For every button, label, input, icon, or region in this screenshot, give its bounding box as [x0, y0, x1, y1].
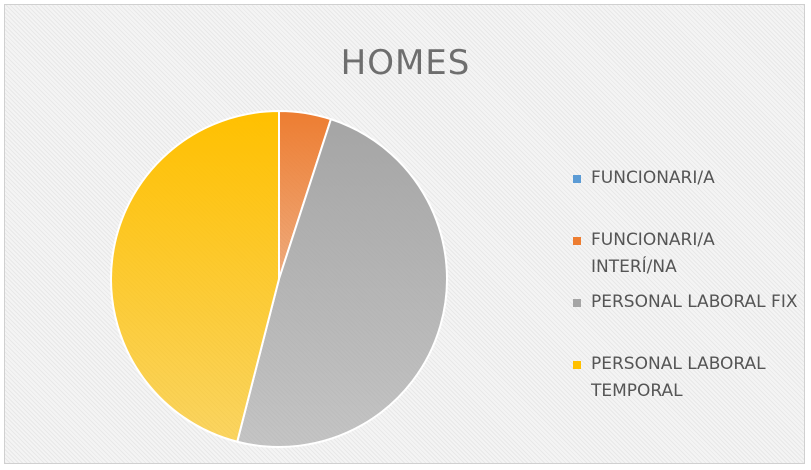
legend-swatch: [573, 237, 581, 245]
legend: FUNCIONARI/A FUNCIONARI/A INTERÍ/NA PERSON…: [573, 165, 798, 413]
legend-swatch: [573, 361, 581, 369]
legend-item: PERSONAL LABORAL TEMPORAL: [573, 351, 798, 413]
legend-swatch: [573, 299, 581, 307]
legend-label: PERSONAL LABORAL TEMPORAL: [591, 354, 766, 401]
legend-swatch: [573, 175, 581, 183]
legend-item: FUNCIONARI/A INTERÍ/NA: [573, 227, 798, 289]
legend-label: FUNCIONARI/A INTERÍ/NA: [591, 230, 715, 277]
pie-slice: [110, 109, 280, 443]
legend-label: FUNCIONARI/A: [591, 168, 715, 188]
chart-title: HOMES: [340, 43, 471, 83]
pie-slice: [236, 117, 448, 448]
legend-label: PERSONAL LABORAL FIX: [591, 292, 798, 312]
pie: [110, 109, 448, 448]
chart: HOMES FUNCIONARI/A FUNCIONARI/A INTERÍ/NA…: [4, 4, 805, 464]
legend-item: FUNCIONARI/A: [573, 165, 798, 227]
legend-item: PERSONAL LABORAL FIX: [573, 289, 798, 351]
